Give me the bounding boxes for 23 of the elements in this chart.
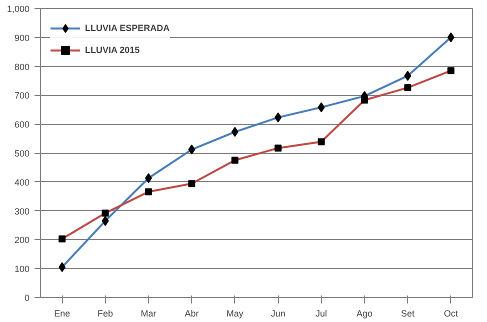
x-tick-label: Abr (184, 308, 199, 318)
legend-label: LLUVIA 2015 (85, 45, 140, 55)
x-tick-label: Jun (270, 308, 286, 318)
y-tick-label: 600 (14, 120, 30, 130)
x-tick-label: Mar (140, 308, 156, 318)
y-tick-label: 0 (24, 293, 30, 303)
x-tick-label: Ago (356, 308, 373, 318)
y-tick-label: 800 (14, 62, 30, 72)
x-tick-label: May (226, 308, 244, 318)
x-tick-label: Jul (316, 308, 328, 318)
y-tick-label: 300 (14, 206, 30, 216)
y-tick-label: 200 (14, 235, 30, 246)
x-tick-label: Oct (444, 308, 458, 318)
legend-label: LLUVIA ESPERADA (85, 23, 170, 33)
y-tick-label: 1,000 (6, 4, 30, 14)
y-tick-label: 500 (14, 148, 30, 158)
y-tick-label: 900 (14, 32, 30, 43)
y-tick-label: 100 (14, 264, 30, 274)
x-tick-label: Feb (98, 308, 114, 318)
x-tick-label: Ene (54, 308, 70, 318)
y-tick-label: 400 (14, 177, 30, 188)
y-tick-label: 700 (14, 90, 30, 101)
x-tick-label: Set (400, 308, 415, 318)
